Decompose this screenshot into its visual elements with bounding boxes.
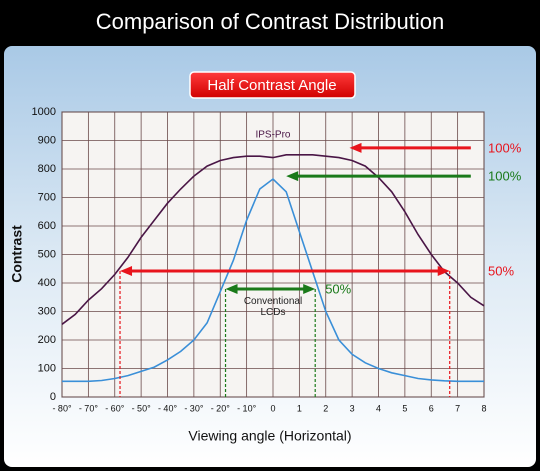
series-line xyxy=(62,177,484,383)
y-tick-label: 700 xyxy=(38,191,56,203)
subtitle-badge xyxy=(189,71,356,99)
y-tick-label: 200 xyxy=(38,334,56,346)
x-tick-label: - 70° xyxy=(79,403,99,413)
x-tick-label: 5 xyxy=(402,403,407,413)
x-tick-label: - 20° xyxy=(211,403,231,413)
annotation-label: 100% xyxy=(488,169,522,184)
annotation-label: 50% xyxy=(325,281,351,296)
x-tick-label: - 60° xyxy=(105,403,125,413)
arrow-head xyxy=(437,266,450,277)
chart-title: Comparison of Contrast Distribution xyxy=(96,9,444,34)
x-tick-label: 7 xyxy=(455,403,460,413)
x-tick-label: - 40° xyxy=(158,403,178,413)
x-tick-label: 8 xyxy=(481,403,486,413)
x-axis-label: Viewing angle (Horizontal) xyxy=(188,428,351,444)
series-label: Conventional LCDs xyxy=(243,295,303,318)
arrow-head xyxy=(303,283,316,294)
subtitle: Half Contrast Angle xyxy=(207,77,336,94)
y-tick-label: 900 xyxy=(38,134,56,146)
x-tick-label: - 10° xyxy=(237,403,257,413)
arrow-head xyxy=(349,142,362,153)
y-tick-label: 500 xyxy=(38,248,56,260)
arrow-head xyxy=(286,171,299,182)
y-tick-label: 400 xyxy=(38,277,56,289)
x-tick-label: 3 xyxy=(350,403,355,413)
y-axis-label: Contrast xyxy=(9,225,25,283)
y-tick-label: 100 xyxy=(38,362,56,374)
x-tick-label: - 80° xyxy=(52,403,72,413)
series-line xyxy=(61,154,485,325)
arrow-head xyxy=(225,283,238,294)
y-tick-label: 0 xyxy=(50,391,56,403)
y-tick-label: 1000 xyxy=(32,106,56,118)
x-tick-label: 4 xyxy=(376,403,381,413)
annotation-label: 100% xyxy=(488,140,522,155)
y-tick-label: 600 xyxy=(38,220,56,232)
x-tick-label: 6 xyxy=(429,403,434,413)
y-tick-label: 800 xyxy=(38,163,56,175)
arrow-head xyxy=(120,266,133,277)
x-tick-label: - 30° xyxy=(184,403,204,413)
x-tick-label: - 50° xyxy=(132,403,152,413)
series-label: IPS-Pro xyxy=(255,129,290,140)
x-tick-label: 1 xyxy=(297,403,302,413)
x-tick-label: 0 xyxy=(270,403,275,413)
y-tick-label: 300 xyxy=(38,305,56,317)
annotation-label: 50% xyxy=(488,263,514,278)
x-tick-label: 2 xyxy=(323,403,328,413)
